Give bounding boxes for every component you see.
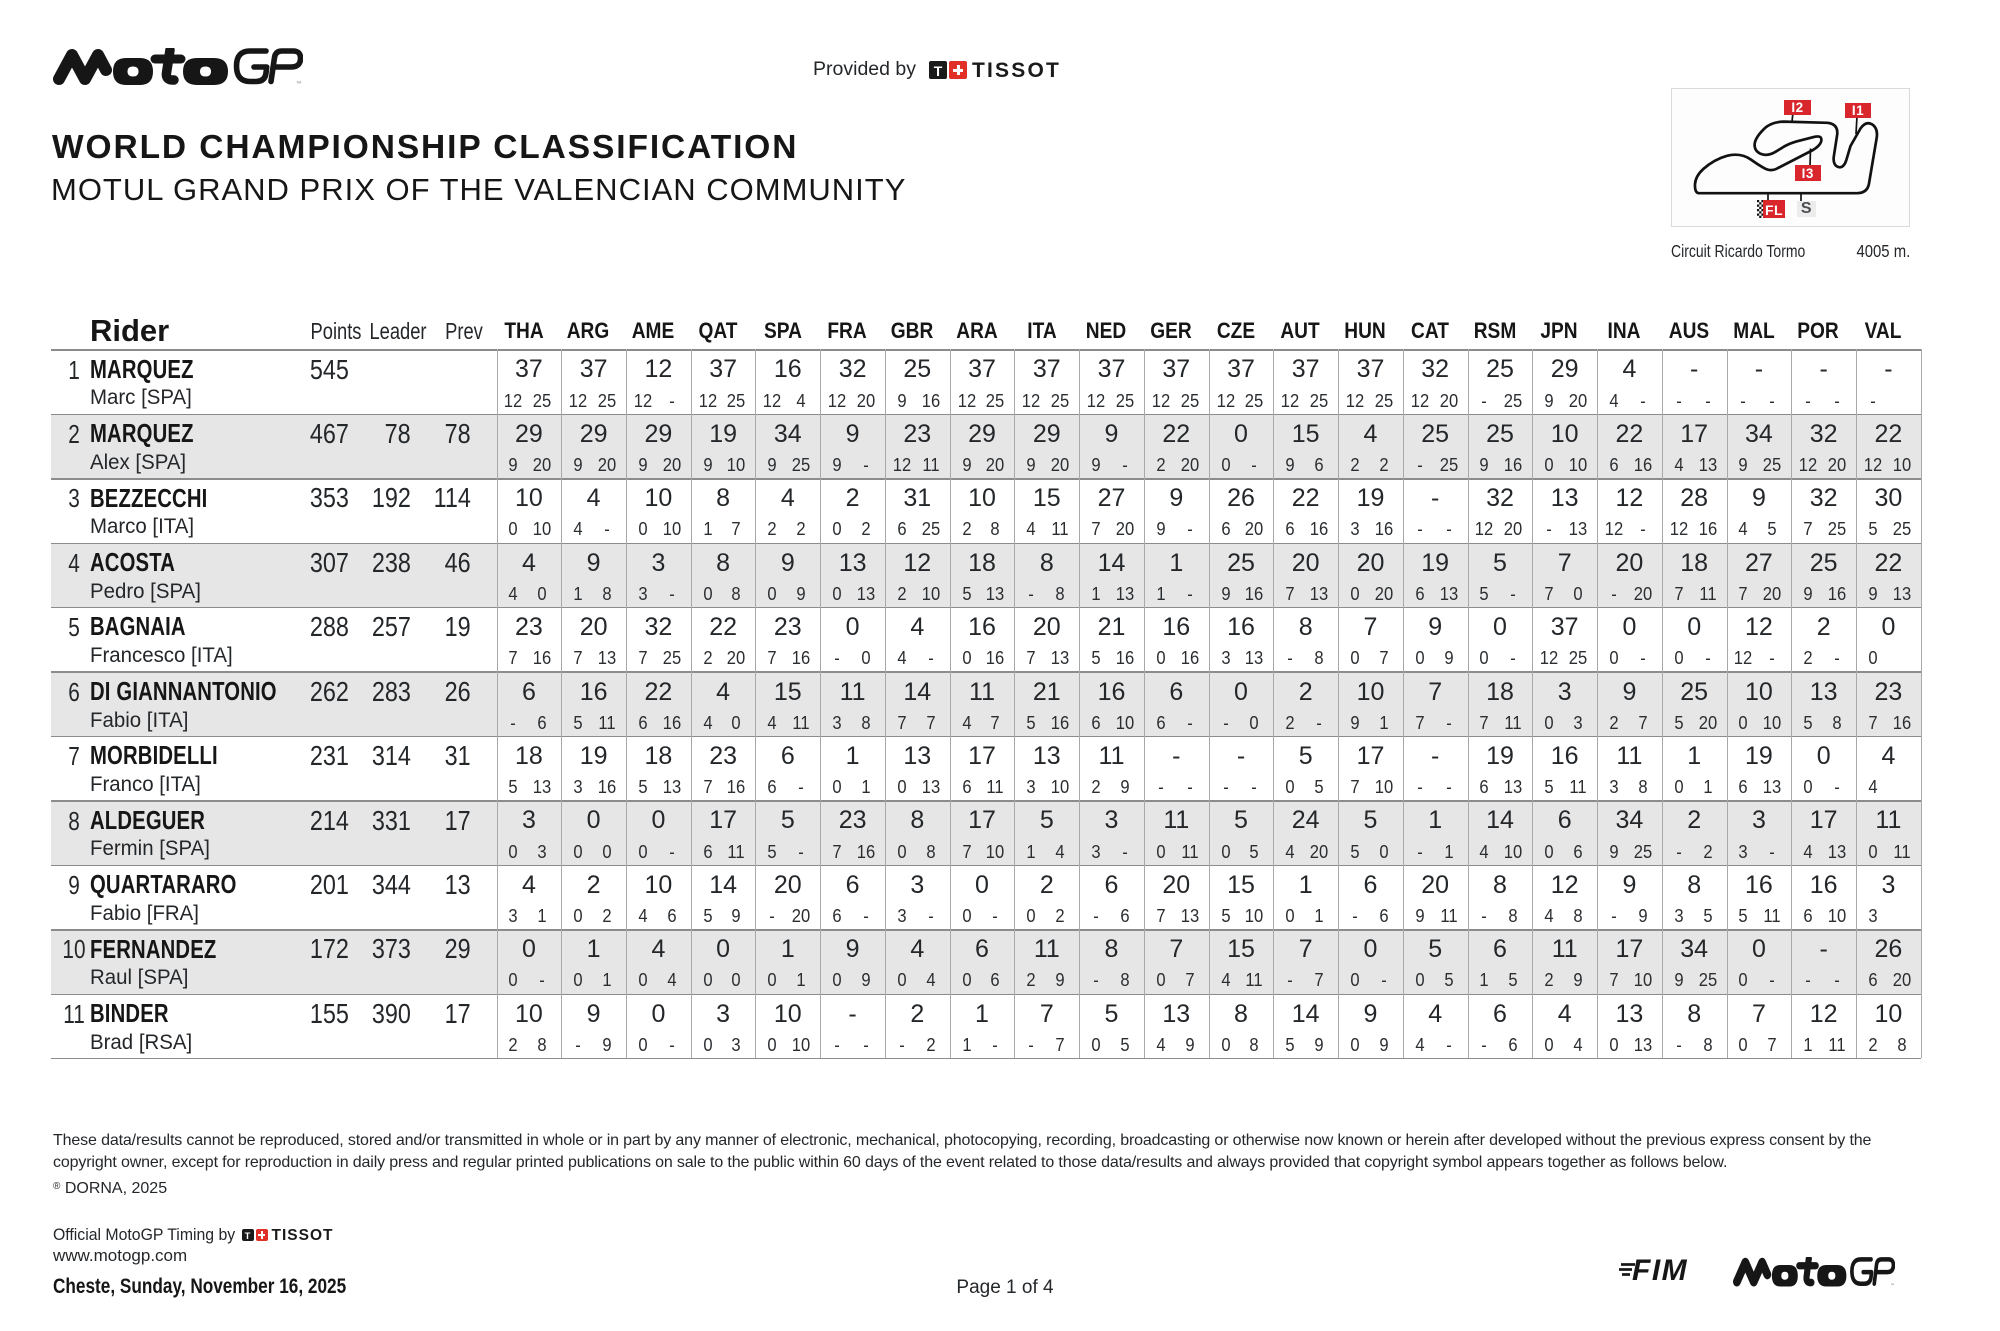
svg-text:™: ™ [296,81,302,85]
svg-text:™: ™ [1890,1282,1894,1286]
svg-text:FIM: FIM [1632,1257,1688,1283]
